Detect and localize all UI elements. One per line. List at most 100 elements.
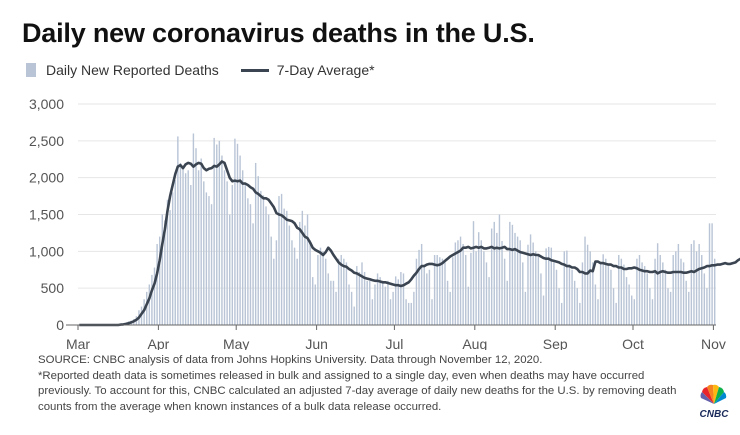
bar (698, 243, 700, 325)
bar (203, 181, 205, 325)
bar (405, 299, 407, 325)
bar (229, 214, 231, 325)
bar (436, 255, 438, 325)
bar (693, 240, 695, 325)
bar (708, 223, 711, 325)
bar (353, 306, 355, 325)
bar (164, 220, 166, 325)
bar (501, 241, 503, 325)
bar (156, 243, 158, 325)
bar (553, 262, 555, 325)
bar (706, 288, 708, 325)
bar (594, 284, 597, 325)
x-tick-label: Jul (385, 336, 403, 350)
bar (382, 280, 384, 325)
bar (376, 273, 379, 325)
bar (358, 271, 361, 325)
bar (555, 269, 558, 325)
legend: Daily New Reported Deaths 7-Day Average* (26, 62, 375, 78)
bar (415, 258, 418, 325)
bar (400, 271, 402, 325)
bar (221, 155, 223, 325)
bar (423, 266, 425, 325)
bar (496, 232, 498, 325)
bar (452, 257, 454, 325)
bar (646, 273, 648, 325)
bar (273, 258, 275, 325)
bar (309, 240, 311, 325)
bar (418, 249, 420, 325)
bar (327, 273, 329, 325)
bar (623, 264, 625, 325)
bar (654, 258, 656, 325)
chart-title: Daily new coronavirus deaths in the U.S. (22, 18, 535, 48)
bar (350, 291, 353, 325)
bar (636, 258, 638, 325)
bar (540, 273, 542, 325)
bar (306, 214, 309, 325)
bar (428, 269, 431, 325)
seven-day-average-line (79, 160, 740, 327)
bar (701, 255, 703, 325)
bar (208, 196, 210, 325)
bar (675, 251, 677, 325)
bar (148, 284, 151, 325)
bar (483, 251, 485, 325)
bar (607, 266, 610, 325)
bar (643, 266, 646, 325)
bar (620, 258, 623, 325)
bar (431, 299, 433, 325)
bar (247, 198, 249, 325)
bar (288, 225, 291, 325)
bar (573, 280, 576, 325)
bar (197, 170, 200, 325)
bar (488, 277, 490, 325)
bar (503, 258, 506, 325)
bar (630, 295, 633, 325)
bar (612, 288, 615, 325)
bar (210, 204, 213, 325)
bar (584, 236, 586, 325)
bar (545, 248, 547, 325)
bar (522, 262, 524, 325)
x-tick-label: Sep (543, 336, 568, 350)
bar (265, 206, 267, 325)
bar (262, 195, 265, 325)
bar (558, 288, 560, 325)
bar (314, 284, 317, 325)
bar (465, 255, 467, 325)
bar (161, 214, 164, 325)
bar (703, 273, 706, 325)
bar (304, 225, 306, 325)
daily-deaths-bars (120, 133, 716, 325)
bar (610, 269, 612, 325)
bar (568, 264, 571, 325)
bar (195, 148, 197, 325)
bar (340, 255, 342, 325)
bar (514, 232, 516, 325)
bar (205, 192, 208, 325)
logo-text: CNBC (699, 409, 729, 420)
bar (236, 143, 239, 325)
bar (169, 210, 171, 325)
bar (280, 193, 283, 325)
bar (472, 221, 475, 325)
bar (296, 258, 298, 325)
bar (628, 284, 630, 325)
bar (151, 274, 153, 325)
bar (361, 262, 363, 325)
bar (254, 162, 257, 325)
bar (535, 251, 537, 325)
bar (322, 251, 324, 325)
bar (519, 240, 521, 325)
bar (239, 155, 241, 325)
legend-line-swatch (240, 68, 269, 72)
bar (690, 243, 693, 325)
bar (299, 221, 301, 325)
bar (216, 144, 218, 325)
bar (260, 190, 262, 325)
bar (602, 254, 604, 325)
bar (560, 302, 563, 325)
y-tick-label: 2,000 (29, 170, 64, 186)
legend-bars-label: Daily New Reported Deaths (46, 62, 219, 78)
